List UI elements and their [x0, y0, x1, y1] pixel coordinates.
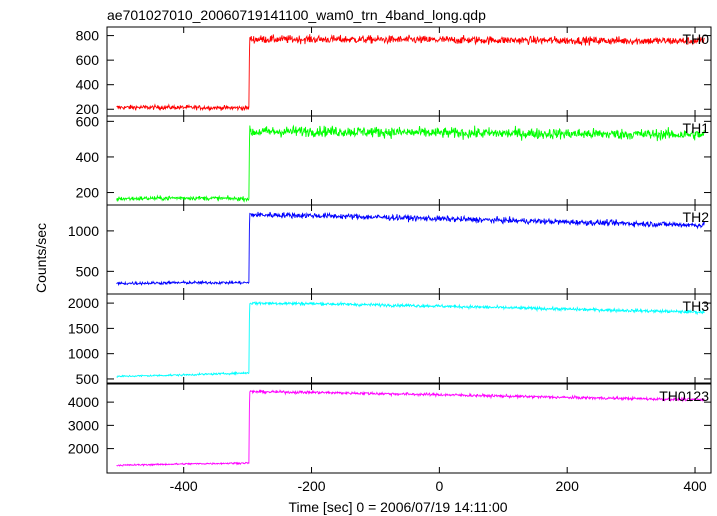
series-line-th0123 — [116, 389, 705, 467]
panel-th0123: 2000 3000 4000 TH0123 — [68, 383, 712, 474]
x-tick-label: -400 — [170, 478, 198, 494]
series-label: TH2 — [683, 209, 710, 225]
x-tick-label: 0 — [435, 478, 443, 494]
y-tick-label: 500 — [76, 263, 100, 279]
series-label: TH3 — [683, 298, 710, 314]
y-tick-label: 600 — [76, 52, 100, 68]
y-tick-label: 3000 — [68, 417, 99, 433]
chart-title: ae701027010_20060719141100_wam0_trn_4ban… — [107, 7, 486, 23]
y-tick-label: 1000 — [68, 223, 99, 239]
series-line-th2 — [116, 211, 705, 287]
panel-th1: 200 400 600 TH1 — [76, 113, 712, 206]
y-tick-label: 4000 — [68, 394, 99, 410]
y-tick-label: 500 — [76, 371, 100, 387]
panel-frame — [106, 383, 712, 474]
x-tick-label: 200 — [556, 478, 580, 494]
y-tick-label: 200 — [76, 101, 100, 117]
y-tick-label: 800 — [76, 28, 100, 44]
panel-th0: 200 400 600 800 TH0 — [76, 26, 712, 117]
y-tick-label: 200 — [76, 185, 100, 201]
y-tick-label: 400 — [76, 77, 100, 93]
y-tick-label: 2000 — [68, 295, 99, 311]
x-tick-label: -200 — [298, 478, 326, 494]
series-line-th0 — [116, 34, 705, 112]
panel-frame — [106, 293, 712, 384]
y-tick-label: 2000 — [68, 441, 99, 457]
panel-th2: 500 1000 TH2 — [68, 204, 712, 295]
x-axis-label: Time [sec] 0 = 2006/07/19 14:11:00 — [288, 499, 507, 515]
y-tick-label: 400 — [76, 149, 100, 165]
series-label: TH1 — [683, 120, 710, 136]
y-tick-label: 1500 — [68, 320, 99, 336]
x-tick-label: 400 — [683, 478, 707, 494]
y-tick-label: 600 — [76, 113, 100, 129]
y-axis-label: Counts/sec — [33, 223, 49, 293]
series-label: TH0 — [683, 31, 710, 47]
y-tick-label: 1000 — [68, 346, 99, 362]
series-line-th3 — [116, 300, 705, 378]
panel-th3: 500 1000 1500 2000 TH3 — [68, 293, 712, 387]
series-label: TH0123 — [659, 388, 709, 404]
panel-frame — [106, 115, 712, 206]
series-line-th1 — [116, 124, 705, 203]
